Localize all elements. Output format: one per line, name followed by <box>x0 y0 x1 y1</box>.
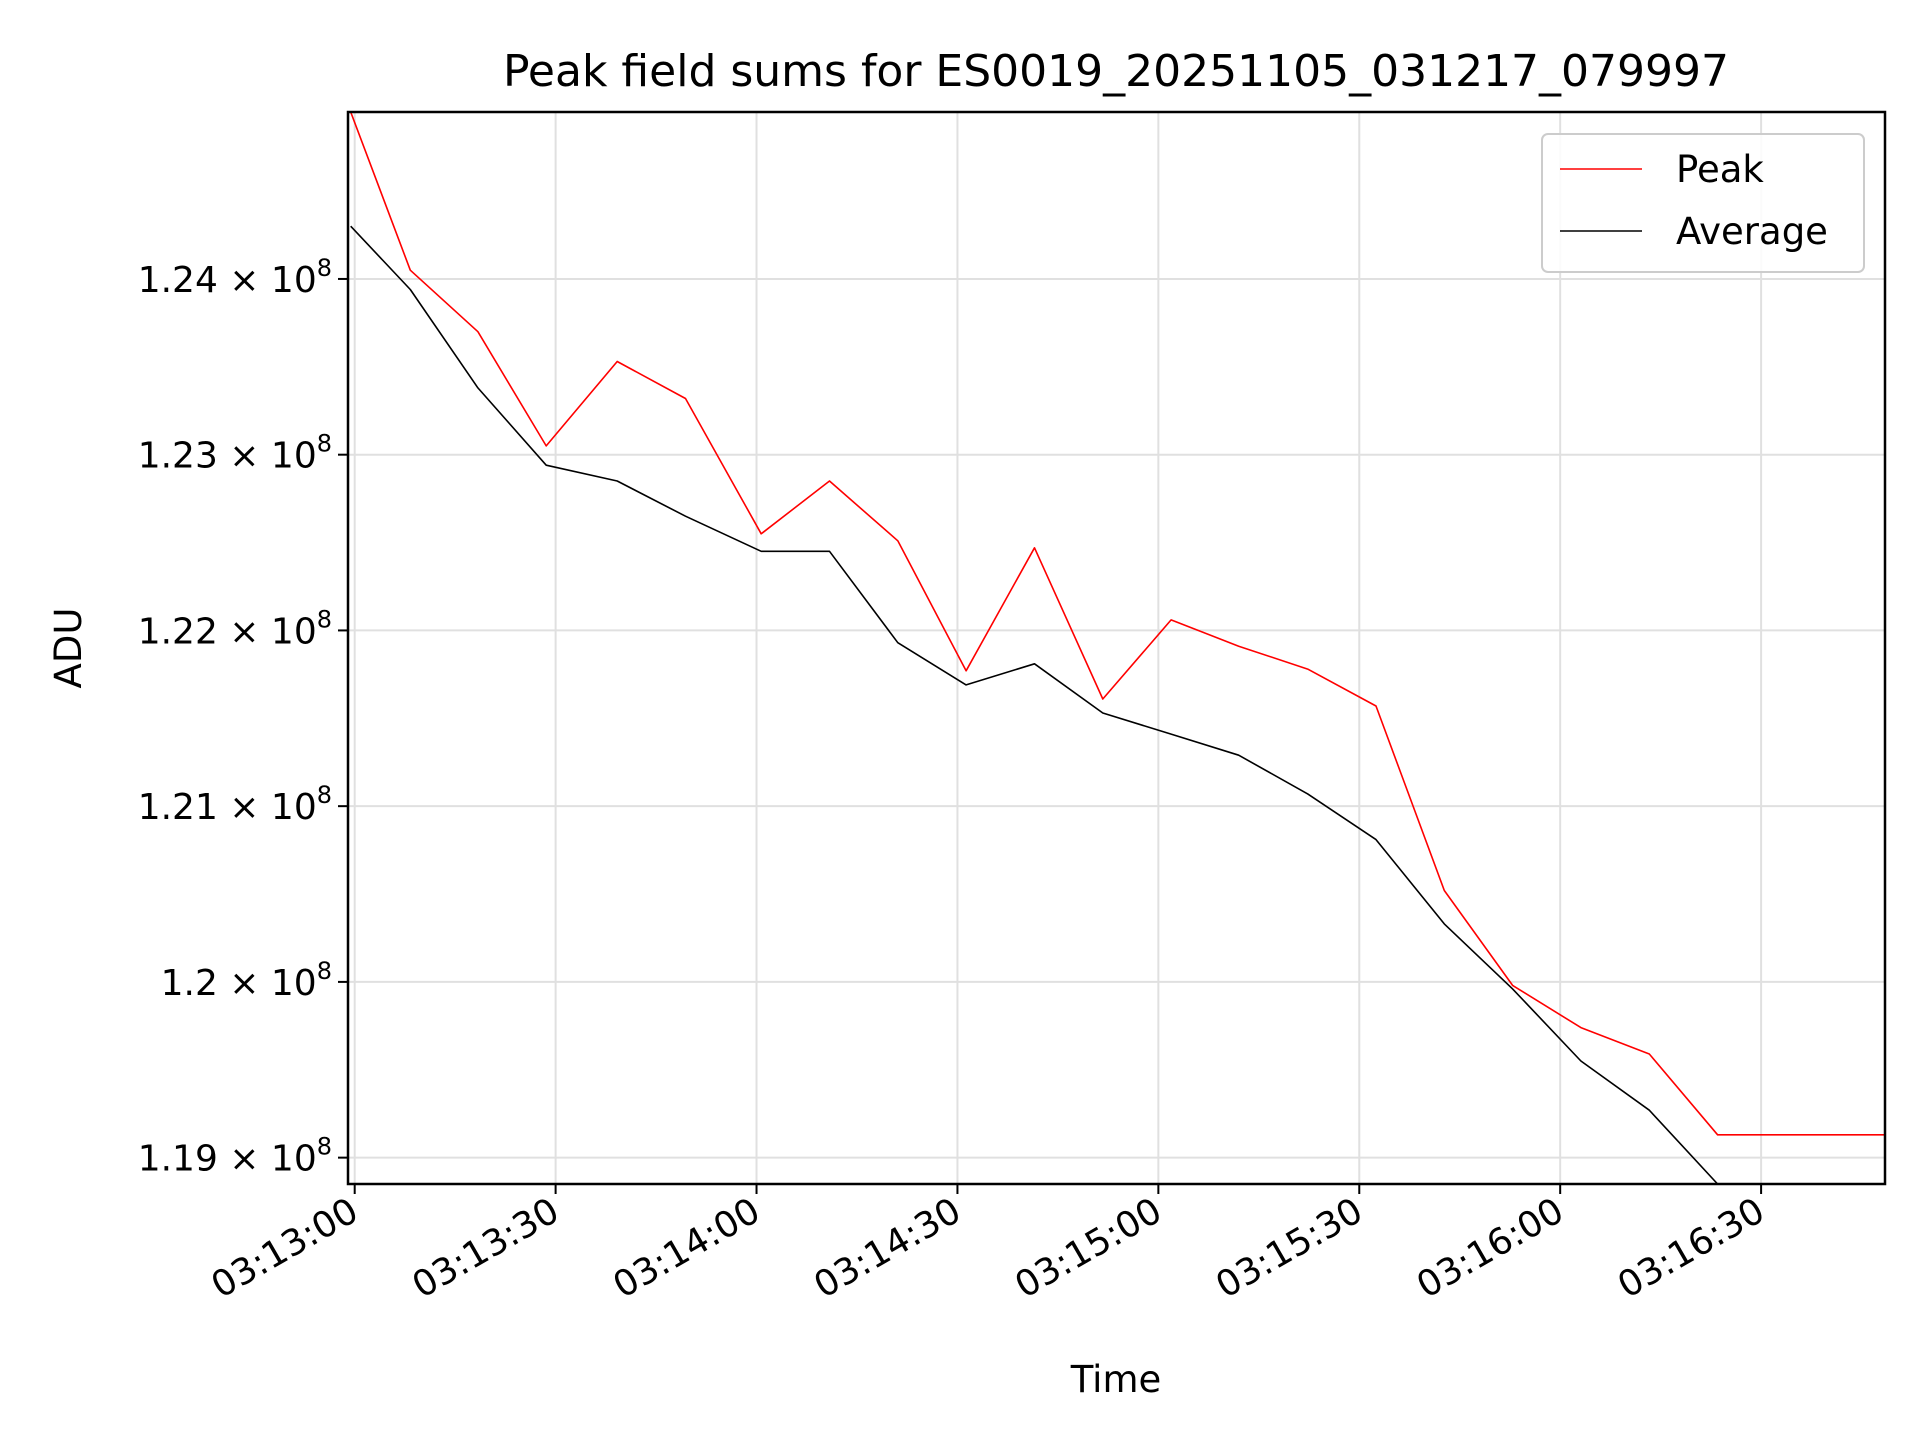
legend: Peak Average <box>1541 133 1865 273</box>
y-tick-label: 1.23 × 108 <box>138 430 332 477</box>
legend-peak-label: Peak <box>1676 148 1764 191</box>
x-axis-label: Time <box>1070 1358 1162 1401</box>
y-axis: 1.19 × 108 1.2 × 108 1.21 × 108 1.22 × 108 1… <box>138 254 348 1180</box>
series-lines <box>349 112 1885 1184</box>
y-tick-label: 1.22 × 108 <box>138 605 332 652</box>
plot-frame <box>346 110 1887 1186</box>
y-axis-label: ADU <box>47 608 90 689</box>
y-tick-label: 1.21 × 108 <box>138 781 332 828</box>
y-tick-label: 1.2 × 108 <box>161 957 332 1004</box>
y-tick-label: 1.19 × 108 <box>138 1133 332 1180</box>
legend-average-label: Average <box>1676 210 1828 253</box>
series-line-peak <box>349 112 1885 1136</box>
y-tick-label: 1.24 × 108 <box>138 254 332 301</box>
grid <box>348 112 1885 1184</box>
chart-title: Peak field sums for ES0019_20251105_0312… <box>503 46 1729 97</box>
series-line-average <box>350 225 1885 1184</box>
